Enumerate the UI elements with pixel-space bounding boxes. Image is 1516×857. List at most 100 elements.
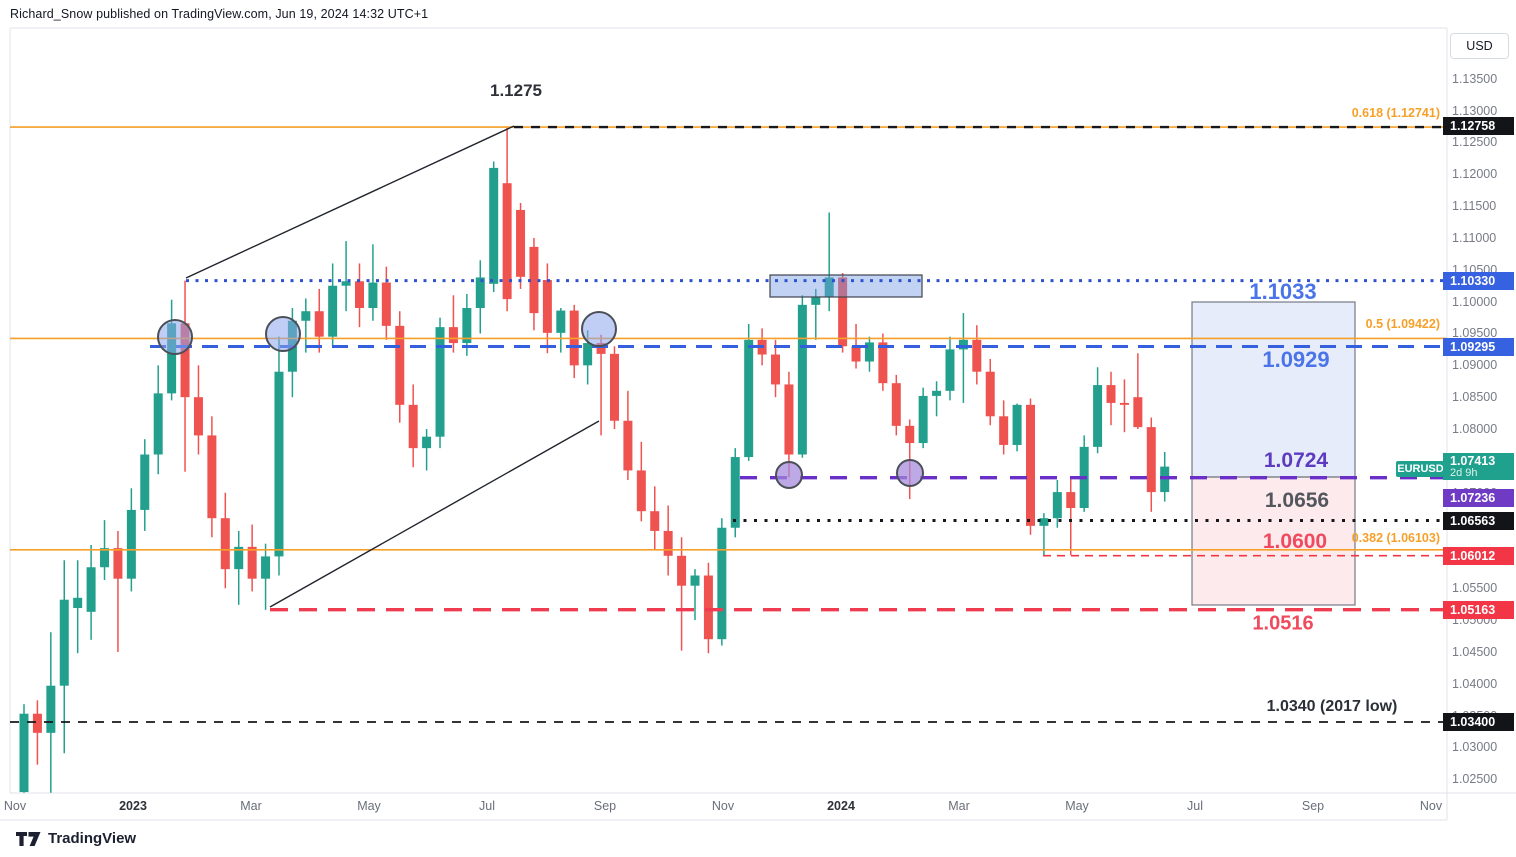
candle-body	[918, 395, 928, 444]
candle-body	[435, 327, 445, 437]
candle-body	[475, 277, 485, 309]
candle-body	[1026, 404, 1035, 526]
candle-body	[59, 599, 69, 686]
candle-body	[462, 308, 472, 344]
candle-body	[355, 281, 364, 309]
candle-body	[878, 342, 888, 384]
candle-body	[838, 277, 848, 347]
candle-body	[516, 209, 526, 277]
candle-body	[851, 346, 861, 362]
trendline[interactable]	[185, 125, 515, 279]
candle-body	[247, 546, 257, 579]
candle-body	[784, 384, 794, 455]
candle-body	[167, 323, 177, 394]
candle-body	[193, 397, 203, 436]
candle-body	[1093, 385, 1103, 447]
candle-body	[368, 282, 378, 309]
candle-body	[328, 285, 338, 337]
candle-body	[797, 304, 807, 455]
candle-body	[113, 548, 123, 579]
symbol-tag: EURUSD	[1396, 461, 1445, 477]
candle-body	[301, 311, 311, 321]
candle-body	[771, 354, 781, 385]
candle-body	[1052, 492, 1062, 519]
candle-body	[502, 183, 512, 300]
candle-body	[261, 556, 271, 579]
highlight-circle[interactable]	[265, 316, 301, 352]
candle-body	[529, 246, 539, 314]
symbol-tag-label: EURUSD	[1397, 463, 1444, 475]
candle-body	[609, 353, 619, 421]
candle-body	[932, 390, 942, 396]
candle-body	[220, 518, 230, 570]
candle-body	[824, 277, 834, 297]
candle-body	[46, 685, 56, 733]
candle-body	[623, 420, 633, 471]
candle-body	[717, 527, 727, 640]
candle-body	[408, 404, 418, 449]
candle-body	[100, 548, 110, 568]
candle-body	[489, 167, 499, 284]
candle-body	[945, 349, 955, 391]
candle-body	[985, 371, 995, 417]
candle-body	[126, 509, 136, 579]
candle-body	[73, 597, 83, 608]
candle-body	[395, 325, 405, 405]
candle-body	[999, 416, 1009, 445]
tradingview-logo[interactable]: TradingView	[16, 830, 136, 847]
candle-body	[864, 342, 874, 362]
candle-body	[341, 281, 351, 286]
tradingview-mark-icon	[16, 831, 41, 846]
candle-body	[596, 343, 606, 354]
candle-body	[1146, 427, 1156, 493]
candle-body	[1133, 397, 1143, 428]
candle-body	[140, 454, 150, 510]
candle-body	[811, 296, 821, 305]
candle-body	[153, 393, 163, 455]
candle-body	[1012, 404, 1022, 445]
trendline[interactable]	[269, 420, 600, 608]
currency-toggle-button[interactable]: USD	[1450, 33, 1509, 59]
candle-body	[207, 435, 217, 519]
candle-body	[381, 282, 391, 326]
candle-body	[1106, 385, 1116, 403]
publish-attribution: Richard_Snow published on TradingView.co…	[10, 7, 429, 21]
projection-box-downside[interactable]	[1191, 476, 1356, 606]
candle-body	[650, 511, 660, 531]
candle-body	[891, 383, 901, 426]
candle-body	[1119, 402, 1129, 405]
candle-body	[677, 555, 687, 586]
candle-body	[314, 311, 324, 337]
candle-body	[958, 339, 968, 350]
candle-body	[274, 371, 284, 557]
highlight-circle[interactable]	[157, 319, 193, 355]
consolidation-box[interactable]	[769, 274, 923, 298]
candle-body	[234, 546, 244, 570]
candle-body	[86, 567, 96, 612]
candle-body	[556, 310, 566, 333]
candle-body	[19, 713, 29, 793]
projection-box-upside[interactable]	[1191, 301, 1356, 478]
candle-body	[1066, 492, 1076, 509]
candle-body	[636, 470, 646, 512]
candle-body	[542, 279, 552, 333]
candle-body	[180, 323, 190, 398]
candle-body	[744, 339, 754, 458]
highlight-circle[interactable]	[775, 461, 803, 489]
candle-body	[663, 530, 673, 556]
candle-body	[905, 425, 915, 444]
candle-body	[32, 713, 42, 733]
candle-body	[730, 457, 740, 528]
candle-body	[703, 575, 713, 640]
highlight-circle[interactable]	[581, 311, 617, 347]
candle-body	[972, 339, 982, 372]
currency-label: USD	[1466, 39, 1493, 53]
candle-body	[583, 343, 593, 366]
candle-body	[690, 575, 700, 586]
highlight-circle[interactable]	[896, 459, 924, 487]
tradingview-logo-text: TradingView	[48, 830, 137, 847]
candle-body	[1039, 518, 1049, 526]
candle-body	[448, 327, 458, 344]
